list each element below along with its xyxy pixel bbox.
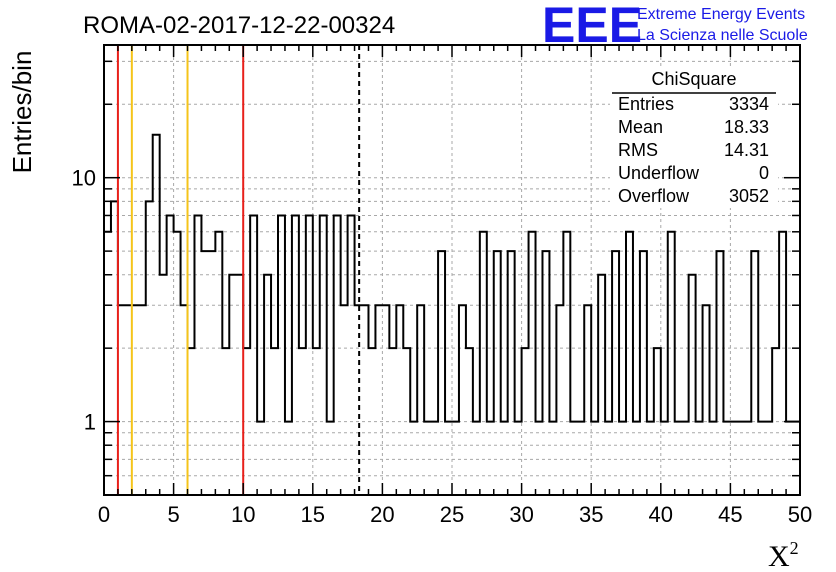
stats-value-entries: 3334 <box>729 94 769 114</box>
stats-value-mean: 18.33 <box>724 117 769 137</box>
x-tick-label: 15 <box>301 502 325 527</box>
x-tick-label: 25 <box>440 502 464 527</box>
x-tick-label: 0 <box>98 502 110 527</box>
x-tick-label: 50 <box>788 502 812 527</box>
x-tick-label: 10 <box>231 502 255 527</box>
marker-lines <box>116 45 361 495</box>
x-tick-label: 40 <box>649 502 673 527</box>
histogram <box>103 133 801 495</box>
stats-value-overflow: 3052 <box>729 186 769 206</box>
x-tick-label: 35 <box>579 502 603 527</box>
x-axis-label-base: X <box>768 540 790 572</box>
stats-label-rms: RMS <box>618 140 658 160</box>
stats-value-rms: 14.31 <box>724 140 769 160</box>
stats-value-underflow: 0 <box>759 163 769 183</box>
axis-ticks: 0 5 10 15 20 25 30 35 40 45 50 1 10 <box>72 45 812 527</box>
x-tick-label: 45 <box>718 502 742 527</box>
logo-line-2: La Scienza nelle Scuole <box>637 27 808 44</box>
x-tick-label: 20 <box>370 502 394 527</box>
stats-label-overflow: Overflow <box>618 186 690 206</box>
y-tick-label: 1 <box>84 410 96 435</box>
x-tick-label: 5 <box>167 502 179 527</box>
y-axis-label: Entries/bin <box>7 51 37 174</box>
x-axis-label: X2 <box>768 538 799 572</box>
stats-box: ChiSquare Entries 3334 Mean 18.33 RMS 14… <box>610 66 778 208</box>
stats-box-title: ChiSquare <box>651 69 736 89</box>
stats-label-entries: Entries <box>618 94 674 114</box>
stats-label-mean: Mean <box>618 117 663 137</box>
histogram-outline <box>103 133 801 495</box>
x-axis-label-superscript: 2 <box>790 538 799 558</box>
x-tick-label: 30 <box>509 502 533 527</box>
chart-title: ROMA-02-2017-12-22-00324 <box>83 12 395 39</box>
stats-label-underflow: Underflow <box>618 163 700 183</box>
logo-line-1: Extreme Energy Events <box>637 6 805 23</box>
y-tick-label: 10 <box>72 166 96 191</box>
